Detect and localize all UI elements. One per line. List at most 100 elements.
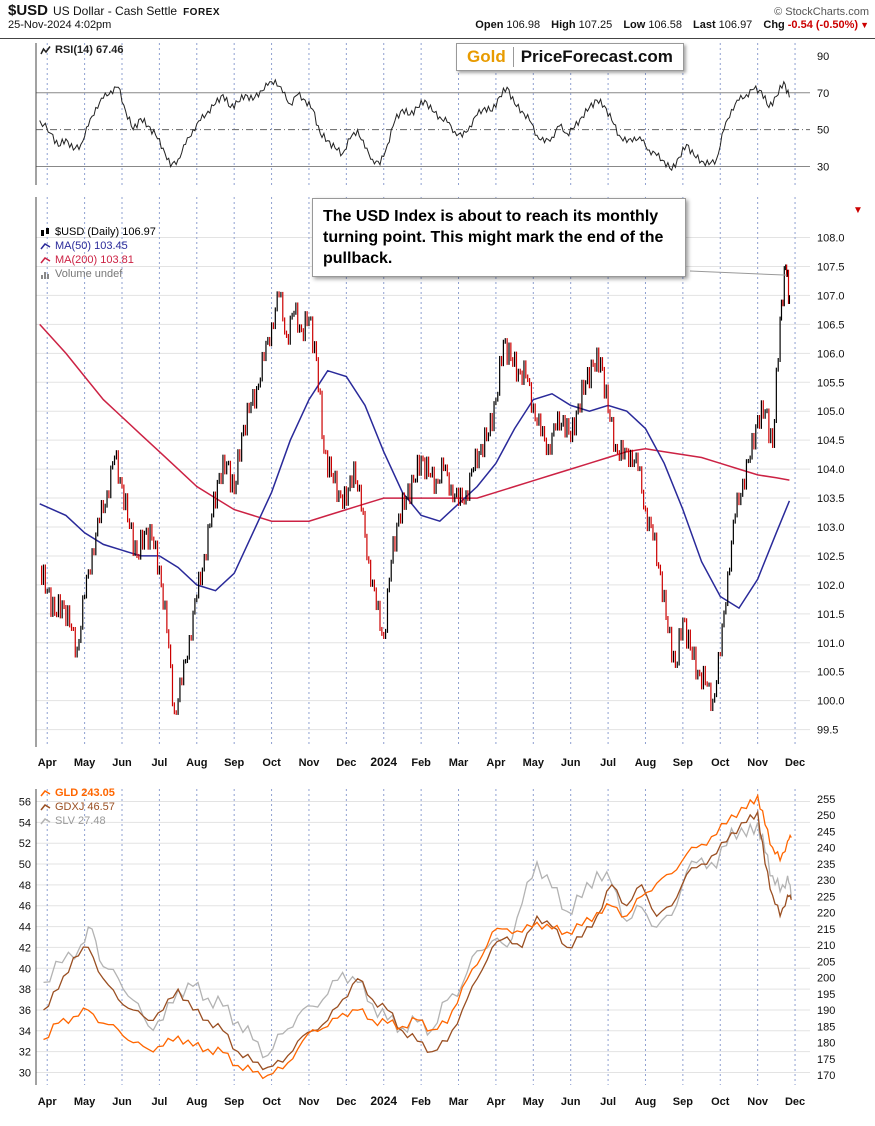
svg-text:Dec: Dec bbox=[336, 1096, 356, 1108]
svg-text:Aug: Aug bbox=[186, 1096, 207, 1108]
svg-text:Jun: Jun bbox=[112, 1096, 132, 1108]
indicator-icon bbox=[40, 45, 51, 54]
slv-legend-label: SLV 27.48 bbox=[55, 815, 106, 827]
low-label: Low bbox=[623, 19, 646, 31]
svg-text:Nov: Nov bbox=[299, 757, 321, 769]
svg-text:106.5: 106.5 bbox=[817, 319, 845, 331]
rsi-legend: RSI(14) 67.46 bbox=[40, 44, 123, 56]
svg-text:34: 34 bbox=[19, 1026, 31, 1038]
gld-line-icon bbox=[40, 789, 51, 796]
svg-text:108.0: 108.0 bbox=[817, 233, 845, 245]
svg-text:90: 90 bbox=[817, 51, 829, 63]
volume-bars-icon bbox=[41, 271, 49, 279]
svg-text:Sep: Sep bbox=[224, 757, 244, 769]
svg-text:Jul: Jul bbox=[151, 1096, 167, 1108]
last-label: Last bbox=[693, 19, 716, 31]
svg-text:May: May bbox=[74, 757, 96, 769]
svg-text:205: 205 bbox=[817, 956, 835, 968]
svg-text:Jul: Jul bbox=[600, 1096, 616, 1108]
instrument-name: US Dollar - Cash Settle bbox=[53, 4, 178, 18]
scroll-down-icon[interactable]: ▼ bbox=[853, 205, 863, 216]
usd-price-chart: 108.0 107.5 107.0 106.5 106.0 105.5 105.0 104.5… bbox=[35, 197, 845, 769]
svg-text:107.5: 107.5 bbox=[817, 261, 845, 273]
svg-text:30: 30 bbox=[19, 1067, 31, 1079]
svg-text:36: 36 bbox=[19, 1005, 31, 1017]
svg-text:Sep: Sep bbox=[224, 1096, 244, 1108]
svg-text:Jun: Jun bbox=[561, 1096, 581, 1108]
ma50-legend: MA(50) 103.45 bbox=[40, 240, 128, 252]
svg-text:50: 50 bbox=[19, 859, 31, 871]
svg-text:Feb: Feb bbox=[411, 1096, 431, 1108]
svg-text:99.5: 99.5 bbox=[817, 725, 838, 737]
svg-text:170: 170 bbox=[817, 1070, 835, 1082]
ma50-legend-label: MA(50) 103.45 bbox=[55, 240, 128, 252]
svg-text:245: 245 bbox=[817, 826, 835, 838]
svg-text:105.0: 105.0 bbox=[817, 406, 845, 418]
svg-text:Dec: Dec bbox=[336, 757, 356, 769]
exchange-label: FOREX bbox=[183, 7, 221, 18]
annotation-text: The USD Index is about to reach its mont… bbox=[323, 208, 664, 268]
svg-text:210: 210 bbox=[817, 940, 835, 952]
svg-text:May: May bbox=[523, 1096, 545, 1108]
gdxj-legend-label: GDXJ 46.57 bbox=[55, 801, 115, 813]
svg-text:54: 54 bbox=[19, 817, 31, 829]
gld-legend-label: GLD 243.05 bbox=[55, 787, 115, 799]
svg-text:Apr: Apr bbox=[486, 1096, 506, 1108]
quote-strip: Open 106.98 High 107.25 Low 106.58 Last 106.… bbox=[467, 19, 869, 31]
svg-text:240: 240 bbox=[817, 843, 835, 855]
svg-text:175: 175 bbox=[817, 1054, 835, 1066]
svg-text:2024: 2024 bbox=[370, 1094, 397, 1108]
svg-text:Feb: Feb bbox=[411, 757, 431, 769]
svg-text:Oct: Oct bbox=[262, 1096, 281, 1108]
open-label: Open bbox=[475, 19, 504, 31]
svg-text:2024: 2024 bbox=[370, 755, 397, 769]
svg-text:230: 230 bbox=[817, 875, 835, 887]
svg-text:Oct: Oct bbox=[711, 757, 730, 769]
svg-text:40: 40 bbox=[19, 963, 31, 975]
svg-text:255: 255 bbox=[817, 794, 835, 806]
svg-text:107.0: 107.0 bbox=[817, 290, 845, 302]
svg-text:Nov: Nov bbox=[747, 757, 769, 769]
svg-text:32: 32 bbox=[19, 1047, 31, 1059]
svg-text:100.5: 100.5 bbox=[817, 667, 845, 679]
svg-text:190: 190 bbox=[817, 1005, 835, 1017]
svg-text:46: 46 bbox=[19, 901, 31, 913]
svg-text:42: 42 bbox=[19, 942, 31, 954]
svg-text:May: May bbox=[74, 1096, 96, 1108]
usd-legend-label: $USD (Daily) 106.97 bbox=[55, 226, 156, 238]
gdxj-legend: GDXJ 46.57 bbox=[40, 801, 115, 813]
ma200-legend: MA(200) 103.81 bbox=[40, 254, 134, 266]
logo-rest-text: PriceForecast.com bbox=[520, 47, 673, 66]
svg-text:56: 56 bbox=[19, 797, 31, 809]
logo-gold-text: Gold bbox=[467, 47, 514, 67]
chart-stack: 90 70 50 30 108.0 107.5 107.0 106.5 106.0 105.5 1… bbox=[0, 38, 875, 1126]
svg-text:220: 220 bbox=[817, 908, 835, 920]
chg-label: Chg bbox=[763, 19, 785, 31]
svg-text:Apr: Apr bbox=[38, 1096, 58, 1108]
high-value: 107.25 bbox=[578, 19, 613, 31]
svg-text:105.5: 105.5 bbox=[817, 377, 845, 389]
svg-text:Aug: Aug bbox=[635, 1096, 656, 1108]
gld-legend: GLD 243.05 bbox=[40, 787, 115, 799]
ma200-line-icon bbox=[40, 256, 51, 263]
ma50-line-icon bbox=[40, 242, 51, 249]
instrument-title: $USD US Dollar - Cash Settle FOREX bbox=[8, 2, 220, 20]
chg-down-icon: ▼ bbox=[860, 20, 869, 30]
gold-priceforecast-logo[interactable]: Gold PriceForecast.com bbox=[456, 43, 684, 71]
metals-chart: 56 54 52 50 48 46 44 42 40 38 36 34 32 30 255 250 245 240… bbox=[19, 789, 835, 1108]
svg-text:48: 48 bbox=[19, 880, 31, 892]
open-value: 106.98 bbox=[506, 19, 541, 31]
high-label: High bbox=[551, 19, 576, 31]
rsi-chart: 90 70 50 30 bbox=[35, 43, 829, 185]
svg-text:52: 52 bbox=[19, 838, 31, 850]
svg-text:100.0: 100.0 bbox=[817, 696, 845, 708]
ma200-legend-label: MA(200) 103.81 bbox=[55, 254, 134, 266]
svg-text:106.0: 106.0 bbox=[817, 348, 845, 360]
svg-text:May: May bbox=[523, 757, 545, 769]
svg-text:101.0: 101.0 bbox=[817, 638, 845, 650]
svg-text:Oct: Oct bbox=[262, 757, 281, 769]
svg-text:103.5: 103.5 bbox=[817, 493, 845, 505]
svg-text:Sep: Sep bbox=[673, 1096, 693, 1108]
svg-text:Apr: Apr bbox=[486, 757, 506, 769]
svg-text:50: 50 bbox=[817, 125, 829, 137]
